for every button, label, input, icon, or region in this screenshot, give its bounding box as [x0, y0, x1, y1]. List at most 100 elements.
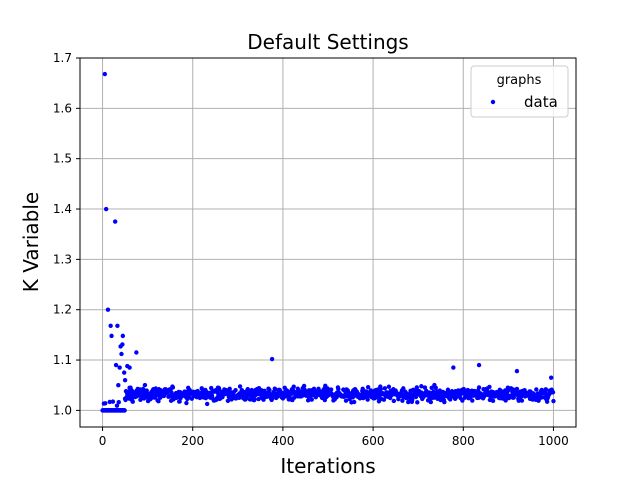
- data-point: [127, 365, 132, 370]
- data-point: [519, 398, 525, 403]
- data-point: [252, 397, 257, 402]
- chart-title: Default Settings: [247, 30, 408, 54]
- data-point: [401, 386, 406, 391]
- data-point: [269, 396, 275, 401]
- data-point: [487, 384, 492, 390]
- data-point: [170, 385, 176, 390]
- legend: graphs data: [470, 65, 569, 118]
- data-point: [534, 387, 539, 392]
- data-point: [273, 387, 278, 392]
- data-point: [365, 385, 371, 390]
- data-point: [225, 398, 231, 404]
- data-point: [414, 385, 420, 390]
- data-point: [378, 387, 383, 392]
- x-tick-label: 200: [181, 434, 204, 448]
- data-point: [433, 385, 438, 390]
- data-point: [451, 365, 456, 370]
- y-tick-label: 1.3: [53, 252, 72, 266]
- y-tick-label: 1.6: [53, 101, 72, 115]
- data-point: [120, 333, 126, 339]
- data-point: [112, 219, 118, 224]
- data-point: [122, 377, 128, 383]
- x-tick-label: 1000: [538, 434, 569, 448]
- data-point: [429, 385, 434, 390]
- data-point: [115, 323, 120, 329]
- x-axis-ticks: 0 200 400 600 800 1000: [99, 427, 569, 448]
- data-point: [336, 386, 341, 392]
- y-axis-ticks: 1.0 1.1 1.2 1.3 1.4 1.5 1.6 1.7: [53, 51, 80, 417]
- y-axis-label: K Variable: [19, 192, 43, 292]
- data-point: [419, 384, 424, 389]
- data-point: [305, 398, 311, 403]
- data-point: [551, 398, 556, 404]
- data-point: [386, 384, 392, 389]
- data-point: [543, 387, 548, 392]
- data-point: [113, 362, 119, 368]
- data-point: [410, 397, 415, 402]
- x-tick-label: 0: [99, 434, 107, 448]
- data-point: [130, 399, 135, 404]
- data-point: [108, 323, 113, 329]
- y-tick-label: 1.7: [53, 51, 72, 65]
- data-point: [245, 386, 250, 392]
- data-point: [381, 397, 387, 402]
- data-point: [144, 388, 149, 393]
- data-point: [269, 356, 275, 362]
- data-point: [470, 398, 475, 403]
- data-point: [227, 386, 232, 392]
- data-point: [119, 351, 124, 357]
- data-point: [351, 399, 357, 405]
- y-tick-label: 1.0: [53, 403, 72, 417]
- data-point: [428, 399, 434, 405]
- data-point: [382, 386, 388, 391]
- data-point: [460, 398, 465, 403]
- data-point: [114, 403, 120, 408]
- data-point: [109, 333, 114, 339]
- data-point: [514, 386, 520, 392]
- data-point: [121, 370, 127, 375]
- y-tick-label: 1.1: [53, 353, 72, 367]
- data-point: [442, 399, 447, 405]
- plot-frame: [79, 57, 577, 428]
- data-point: [422, 385, 428, 390]
- data-point: [415, 400, 420, 405]
- data-point: [107, 399, 112, 405]
- y-tick-label: 1.2: [53, 303, 72, 317]
- data-point: [142, 382, 148, 388]
- data-point: [309, 397, 314, 402]
- data-point: [184, 400, 189, 406]
- data-points: [100, 71, 556, 413]
- data-point: [134, 350, 139, 355]
- data-point: [237, 384, 243, 389]
- legend-box: [470, 65, 569, 118]
- data-point: [105, 307, 111, 312]
- x-axis-label: Iterations: [280, 454, 375, 478]
- data-point: [391, 398, 397, 404]
- data-point: [476, 385, 482, 390]
- data-point: [400, 398, 405, 403]
- data-point: [328, 387, 334, 392]
- data-point: [267, 387, 272, 393]
- x-tick-label: 400: [271, 434, 294, 448]
- data-point: [110, 399, 116, 404]
- data-point: [291, 384, 296, 389]
- data-point: [550, 390, 556, 395]
- data-point: [549, 375, 554, 380]
- data-point: [233, 387, 238, 393]
- data-point: [365, 397, 370, 402]
- data-point: [116, 383, 121, 388]
- legend-title: graphs: [497, 73, 542, 88]
- data-point: [544, 399, 550, 404]
- x-tick-label: 600: [362, 434, 385, 448]
- data-point: [343, 398, 349, 403]
- y-tick-label: 1.5: [53, 152, 72, 166]
- data-point: [490, 398, 496, 404]
- data-point: [122, 408, 127, 413]
- data-point: [177, 399, 182, 404]
- data-point: [102, 71, 108, 77]
- data-point: [117, 365, 122, 370]
- data-point: [103, 401, 108, 406]
- legend-entry-data: data: [524, 93, 558, 111]
- data-point: [120, 342, 125, 347]
